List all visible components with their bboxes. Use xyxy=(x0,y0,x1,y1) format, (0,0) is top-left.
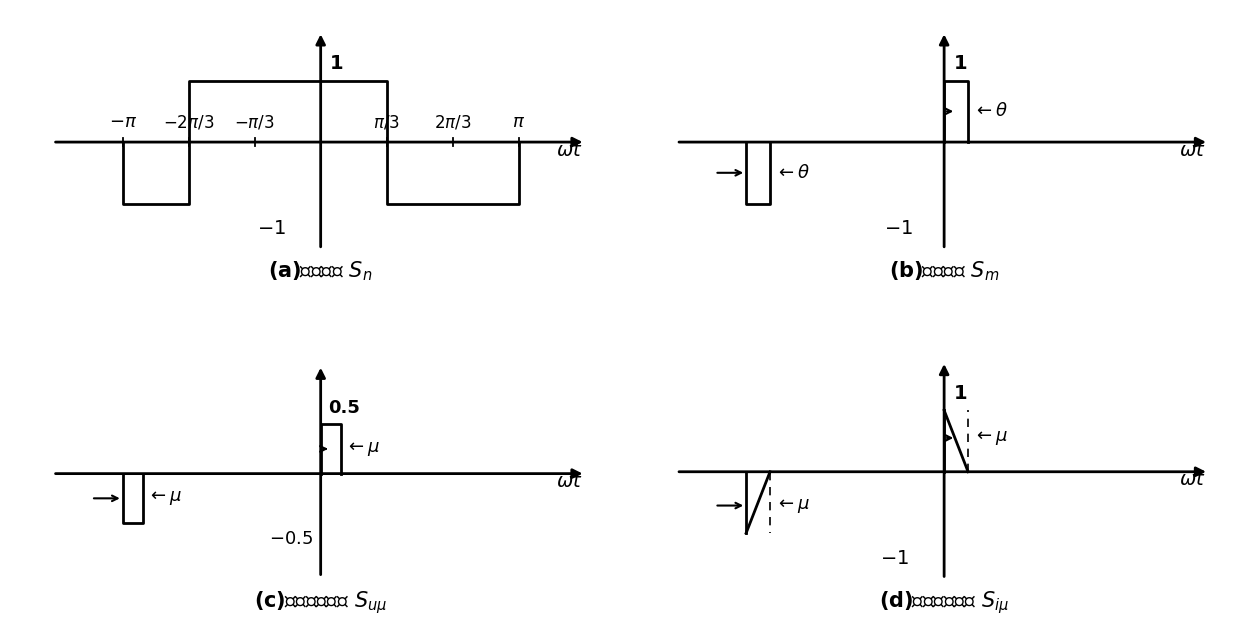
Text: $\omega t$: $\omega t$ xyxy=(1179,470,1205,489)
Text: $-1$: $-1$ xyxy=(880,549,909,568)
Text: 1: 1 xyxy=(330,54,343,73)
Text: $-0.5$: $-0.5$ xyxy=(269,530,314,548)
Text: $-\pi$: $-\pi$ xyxy=(109,113,136,131)
Text: $-1$: $-1$ xyxy=(257,219,286,238)
Text: $-1$: $-1$ xyxy=(884,219,913,238)
Text: $\pi/3$: $\pi/3$ xyxy=(373,113,401,131)
Text: $\leftarrow\theta$: $\leftarrow\theta$ xyxy=(973,103,1008,120)
Text: $\leftarrow\theta$: $\leftarrow\theta$ xyxy=(775,164,810,182)
Text: (c)电压换相分量 $S_{u\mu}$: (c)电压换相分量 $S_{u\mu}$ xyxy=(254,589,387,616)
Text: 0.5: 0.5 xyxy=(329,399,360,417)
Text: $\omega t$: $\omega t$ xyxy=(556,141,583,160)
Text: (a)基本分量 $S_n$: (a)基本分量 $S_n$ xyxy=(268,260,373,283)
Text: (d)电流换相分量 $S_{i\mu}$: (d)电流换相分量 $S_{i\mu}$ xyxy=(879,589,1009,616)
Text: $\leftarrow\mu$: $\leftarrow\mu$ xyxy=(973,429,1008,447)
Text: (b)修正分量 $S_m$: (b)修正分量 $S_m$ xyxy=(889,260,999,283)
Text: 1: 1 xyxy=(954,384,967,403)
Text: $2\pi/3$: $2\pi/3$ xyxy=(434,113,471,131)
Text: $\leftarrow\mu$: $\leftarrow\mu$ xyxy=(775,496,810,515)
Text: $-\pi/3$: $-\pi/3$ xyxy=(234,113,275,131)
Text: $-2\pi/3$: $-2\pi/3$ xyxy=(162,113,215,131)
Text: $\leftarrow\mu$: $\leftarrow\mu$ xyxy=(146,489,181,507)
Text: $\leftarrow\mu$: $\leftarrow\mu$ xyxy=(345,440,379,458)
Text: $\omega t$: $\omega t$ xyxy=(1179,141,1205,160)
Text: $\pi$: $\pi$ xyxy=(512,113,526,131)
Text: 1: 1 xyxy=(954,54,967,73)
Text: $\omega t$: $\omega t$ xyxy=(556,472,583,491)
